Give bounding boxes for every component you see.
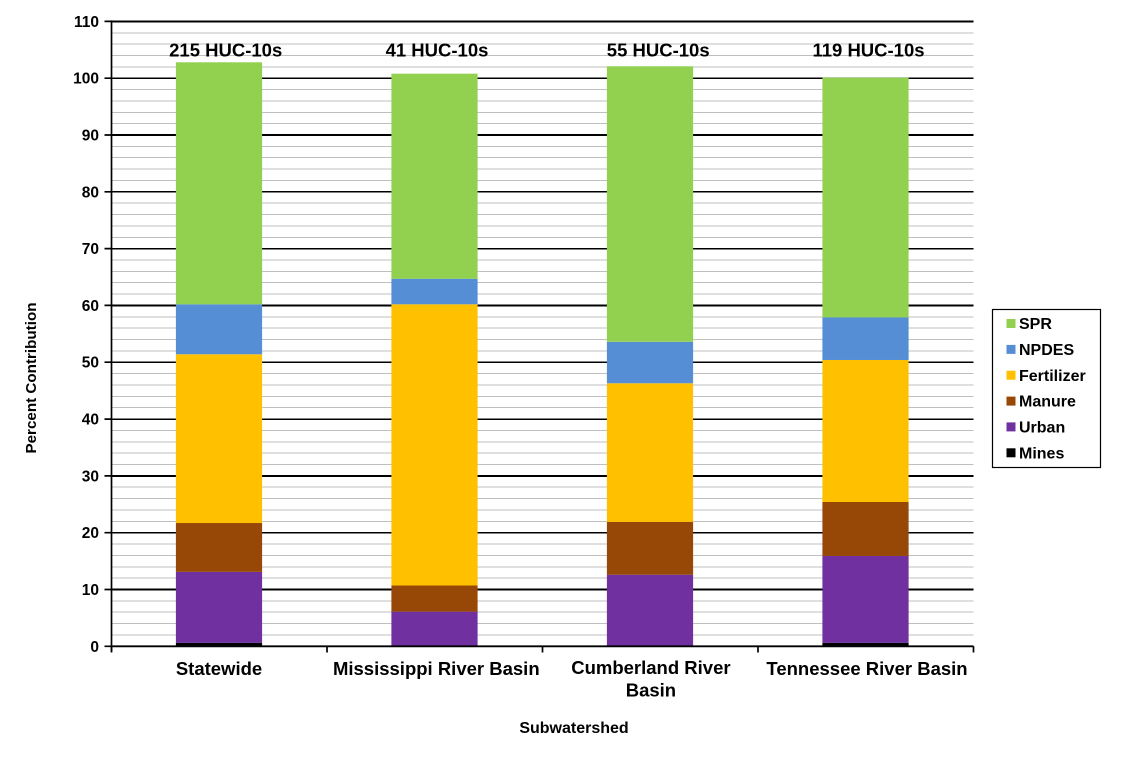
svg-text:Fertilizer: Fertilizer xyxy=(1019,368,1086,385)
svg-text:SPR: SPR xyxy=(1019,316,1052,333)
svg-text:110: 110 xyxy=(74,14,99,31)
svg-text:40: 40 xyxy=(82,412,99,429)
svg-text:90: 90 xyxy=(82,128,99,145)
svg-text:Tennessee River Basin: Tennessee River Basin xyxy=(766,658,967,679)
svg-text:10: 10 xyxy=(82,582,99,599)
svg-text:41 HUC-10s: 41 HUC-10s xyxy=(386,40,489,61)
svg-text:119 HUC-10s: 119 HUC-10s xyxy=(812,40,924,61)
svg-text:Urban: Urban xyxy=(1019,420,1065,437)
svg-text:0: 0 xyxy=(90,639,99,656)
svg-text:NPDES: NPDES xyxy=(1019,342,1074,359)
svg-text:Subwatershed: Subwatershed xyxy=(519,720,628,737)
svg-text:20: 20 xyxy=(82,525,99,542)
svg-text:Mississippi River Basin: Mississippi River Basin xyxy=(333,658,540,679)
svg-text:50: 50 xyxy=(82,355,99,372)
svg-text:Statewide: Statewide xyxy=(176,658,262,679)
svg-text:Mines: Mines xyxy=(1019,445,1064,462)
svg-text:Cumberland River: Cumberland River xyxy=(571,657,730,678)
svg-text:30: 30 xyxy=(82,468,99,485)
svg-text:Manure: Manure xyxy=(1019,394,1076,411)
svg-text:80: 80 xyxy=(82,184,99,201)
svg-text:60: 60 xyxy=(82,298,99,315)
svg-text:100: 100 xyxy=(73,71,99,88)
svg-text:Percent Contribution: Percent Contribution xyxy=(23,302,40,453)
svg-text:215 HUC-10s: 215 HUC-10s xyxy=(169,40,282,61)
svg-text:Basin: Basin xyxy=(626,680,676,701)
svg-text:55 HUC-10s: 55 HUC-10s xyxy=(607,40,710,61)
svg-text:70: 70 xyxy=(82,241,99,258)
